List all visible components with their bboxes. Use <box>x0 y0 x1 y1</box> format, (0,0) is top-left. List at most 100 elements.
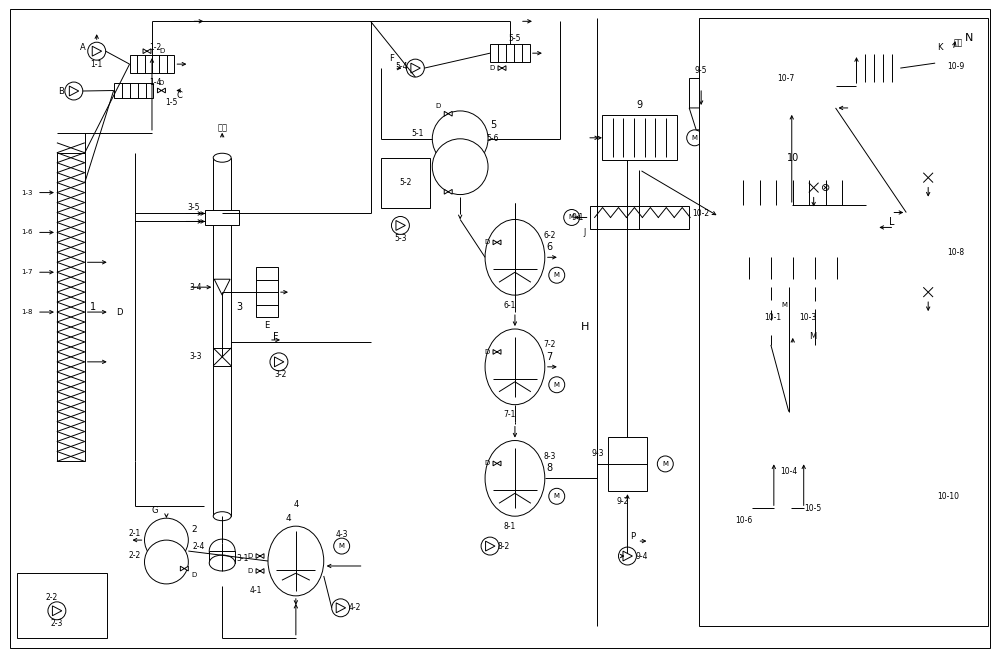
Text: F: F <box>389 54 394 62</box>
Text: 10-7: 10-7 <box>777 74 794 83</box>
Text: 1-2: 1-2 <box>149 43 161 52</box>
Text: M: M <box>692 135 698 141</box>
Circle shape <box>481 537 499 555</box>
Polygon shape <box>444 189 452 194</box>
Text: 2-4: 2-4 <box>192 541 204 551</box>
Circle shape <box>432 111 488 167</box>
Text: 1-3: 1-3 <box>21 190 33 196</box>
Circle shape <box>332 599 350 617</box>
Text: 3-1: 3-1 <box>236 554 248 562</box>
Bar <box>689 78 714 108</box>
Bar <box>205 210 239 225</box>
Text: ⊗: ⊗ <box>821 183 830 193</box>
Text: 2-3: 2-3 <box>51 620 63 628</box>
Ellipse shape <box>213 512 231 521</box>
Text: 9-2: 9-2 <box>616 497 629 506</box>
Ellipse shape <box>213 153 231 162</box>
Polygon shape <box>498 66 506 70</box>
Circle shape <box>406 59 424 77</box>
Polygon shape <box>157 88 165 93</box>
Bar <box>17 573 107 638</box>
Text: 1-8: 1-8 <box>21 309 33 315</box>
Bar <box>57 152 85 461</box>
Text: 9-5: 9-5 <box>695 66 707 75</box>
Text: 2: 2 <box>191 525 197 533</box>
Text: N: N <box>965 34 973 43</box>
Text: D: D <box>247 553 253 559</box>
Text: D: D <box>484 239 490 245</box>
Bar <box>906 188 950 242</box>
Bar <box>213 158 231 516</box>
Text: D: D <box>436 102 441 109</box>
Bar <box>792 86 836 138</box>
Text: 4: 4 <box>285 514 291 523</box>
Bar <box>727 258 858 279</box>
Circle shape <box>791 500 807 516</box>
Text: 放空: 放空 <box>953 39 963 48</box>
Text: H: H <box>581 322 590 332</box>
Circle shape <box>65 82 83 100</box>
Circle shape <box>549 488 565 505</box>
Text: G: G <box>151 506 158 514</box>
Circle shape <box>88 42 106 60</box>
Text: 5: 5 <box>490 120 496 130</box>
Text: D: D <box>159 48 165 54</box>
Text: 5-3: 5-3 <box>394 234 407 243</box>
Ellipse shape <box>209 539 235 563</box>
Polygon shape <box>396 221 405 231</box>
Polygon shape <box>811 303 819 307</box>
Text: A: A <box>80 43 86 52</box>
Bar <box>213 348 231 366</box>
Text: E: E <box>264 321 270 330</box>
Circle shape <box>549 267 565 283</box>
Text: 7-2: 7-2 <box>544 340 556 350</box>
Bar <box>608 436 647 491</box>
Bar <box>906 73 950 128</box>
Text: 6: 6 <box>547 242 553 252</box>
Text: 5-5: 5-5 <box>509 34 521 43</box>
Circle shape <box>736 500 752 516</box>
Text: 8-3: 8-3 <box>544 452 556 461</box>
Text: M: M <box>809 332 816 342</box>
Bar <box>856 54 900 82</box>
Polygon shape <box>906 242 950 280</box>
Polygon shape <box>444 111 452 116</box>
Text: 放空: 放空 <box>217 124 227 132</box>
Bar <box>602 116 677 160</box>
Polygon shape <box>336 603 346 613</box>
Text: D: D <box>192 572 197 578</box>
Text: 2-2: 2-2 <box>46 593 58 602</box>
Bar <box>727 179 858 204</box>
Text: 4: 4 <box>293 500 298 509</box>
Ellipse shape <box>268 526 324 596</box>
Bar <box>719 170 866 287</box>
Bar <box>114 83 153 98</box>
Text: 6-1: 6-1 <box>504 301 516 309</box>
Ellipse shape <box>485 329 545 405</box>
Text: 3-2: 3-2 <box>275 371 287 379</box>
Text: C: C <box>176 91 182 100</box>
Circle shape <box>48 602 66 620</box>
Text: P: P <box>630 532 635 541</box>
Ellipse shape <box>757 412 821 461</box>
Text: 10-4: 10-4 <box>780 467 797 476</box>
Text: 9-1: 9-1 <box>571 213 584 222</box>
Circle shape <box>432 139 488 194</box>
Text: M: M <box>554 382 560 388</box>
Circle shape <box>657 456 673 472</box>
Text: 1-6: 1-6 <box>21 229 33 235</box>
Polygon shape <box>493 240 501 245</box>
Bar <box>256 267 278 317</box>
Text: 10-3: 10-3 <box>799 313 816 321</box>
Ellipse shape <box>485 441 545 516</box>
Circle shape <box>778 298 792 312</box>
Text: 5-6: 5-6 <box>487 134 499 143</box>
Text: 10-5: 10-5 <box>804 504 821 512</box>
Text: J: J <box>584 228 586 237</box>
Polygon shape <box>92 46 102 56</box>
Text: 10: 10 <box>787 152 799 163</box>
Text: 7: 7 <box>547 352 553 362</box>
Text: M: M <box>339 543 345 549</box>
Polygon shape <box>69 86 79 96</box>
Ellipse shape <box>485 219 545 295</box>
